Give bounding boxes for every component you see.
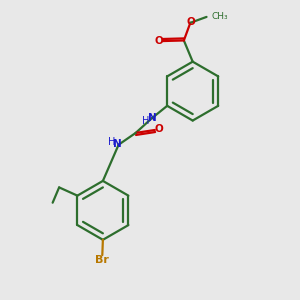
Text: O: O [187,17,196,27]
Text: CH₃: CH₃ [212,12,229,21]
Text: N: N [113,140,122,149]
Text: O: O [154,36,163,46]
Text: Br: Br [95,255,109,266]
Text: N: N [148,113,156,123]
Text: O: O [154,124,163,134]
Text: H: H [142,116,149,126]
Text: H: H [108,137,116,147]
